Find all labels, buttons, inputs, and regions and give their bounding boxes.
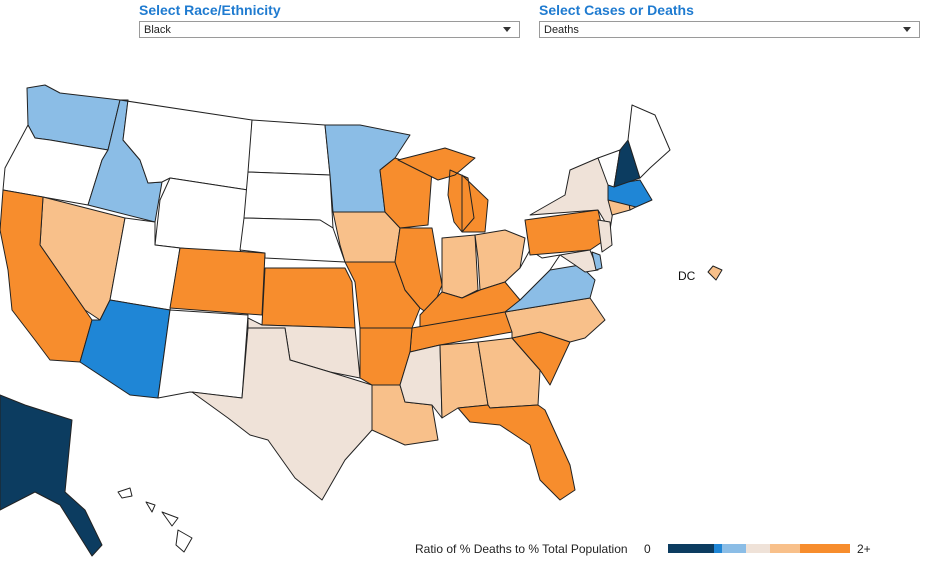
race-filter-label: Select Race/Ethnicity [139,2,281,18]
state-iowa[interactable] [332,211,401,263]
legend-title: Ratio of % Deaths to % Total Population [415,542,628,556]
legend-swatch [800,544,850,553]
chevron-down-icon [903,27,911,32]
state-dc[interactable] [707,265,723,281]
state-nebraska[interactable] [239,217,346,263]
state-wyoming[interactable] [154,177,249,256]
chevron-down-icon [503,27,511,32]
state-north-dakota[interactable] [247,119,331,176]
state-new-mexico[interactable] [157,309,249,399]
legend-max-label: 2+ [857,542,871,556]
state-north-carolina[interactable] [504,297,606,343]
state-pennsylvania[interactable] [524,209,606,256]
state-delaware[interactable] [591,251,603,271]
state-hawaii[interactable] [117,487,193,553]
state-alaska[interactable] [0,394,103,557]
legend-swatch [668,544,714,553]
measure-dropdown-value: Deaths [544,24,579,36]
state-texas[interactable] [191,327,373,501]
legend-min-label: 0 [644,542,651,556]
legend-swatch [746,544,770,553]
race-filter: Select Race/Ethnicity Black [139,2,520,38]
legend-color-bar [668,544,850,553]
race-dropdown[interactable]: Black [139,21,520,38]
state-colorado[interactable] [169,247,266,316]
measure-dropdown[interactable]: Deaths [539,21,920,38]
state-massachusetts[interactable] [607,179,653,208]
measure-filter: Select Cases or Deaths Deaths [539,2,920,38]
state-michigan[interactable] [397,147,489,233]
state-indiana[interactable] [441,234,479,299]
dc-label: DC [678,269,696,283]
state-new-jersey[interactable] [597,219,613,253]
state-kansas[interactable] [261,267,356,329]
legend-swatch [770,544,800,553]
legend-swatch [722,544,746,553]
state-maryland[interactable] [559,249,599,273]
measure-filter-label: Select Cases or Deaths [539,2,694,18]
race-dropdown-value: Black [144,24,171,36]
state-maine[interactable] [627,104,671,179]
legend-swatch [714,544,722,553]
state-wisconsin[interactable] [379,157,433,229]
state-california[interactable] [0,189,93,363]
state-florida[interactable] [457,404,576,501]
